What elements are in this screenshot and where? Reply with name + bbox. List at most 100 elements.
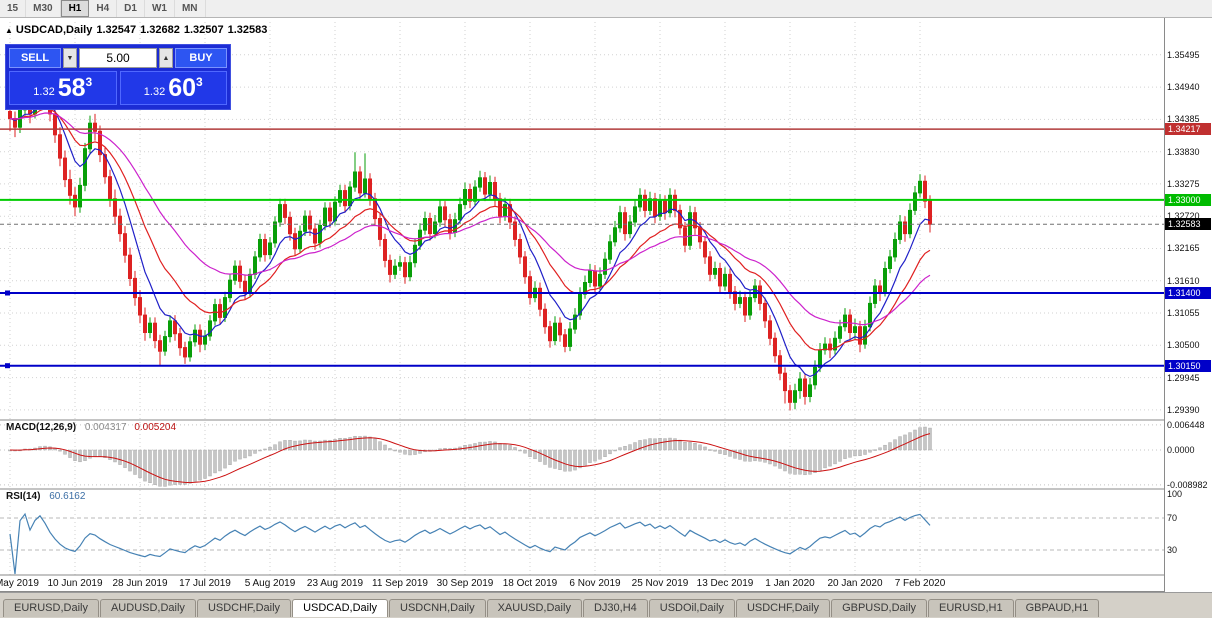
bull-candle: [618, 212, 622, 229]
macd-histogram-bar: [173, 449, 177, 485]
bull-candle: [208, 320, 212, 337]
date-axis-label: 18 Oct 2019: [502, 578, 558, 589]
chart-window[interactable]: ▲ USDCAD,Daily 1.32547 1.32682 1.32507 1.3258…: [0, 18, 1212, 592]
date-axis-label: 11 Sep 2019: [372, 578, 428, 589]
macd-histogram-bar: [333, 439, 337, 451]
bear-candle: [403, 262, 407, 278]
bull-candle: [868, 302, 872, 328]
buy-button[interactable]: BUY: [175, 48, 227, 68]
macd-histogram-bar: [253, 449, 257, 454]
chart-tab-USDCHF-Daily[interactable]: USDCHF,Daily: [196, 599, 292, 617]
chart-tab-EURUSD-H1[interactable]: EURUSD,H1: [928, 599, 1014, 617]
macd-histogram-bar: [708, 449, 712, 451]
chart-tab-DJ30-H4[interactable]: DJ30,H4: [582, 599, 648, 617]
timeframe-button-W1[interactable]: W1: [145, 0, 175, 17]
chart-tab-USDCHF-Daily[interactable]: USDCHF,Daily: [735, 599, 831, 617]
macd-histogram-bar: [808, 449, 812, 475]
bear-candle: [313, 228, 317, 244]
bear-candle: [153, 322, 157, 342]
macd-histogram-bar: [588, 449, 592, 463]
macd-axis-label: 0.0000: [1167, 445, 1195, 455]
bull-candle: [338, 190, 342, 203]
lot-increase-button[interactable]: ▲: [159, 48, 173, 68]
macd-histogram-bar: [638, 440, 642, 451]
macd-histogram-bar: [343, 438, 347, 451]
bull-candle: [488, 182, 492, 195]
ohlc-low: 1.32507: [183, 24, 224, 36]
timeframe-button-M30[interactable]: M30: [26, 0, 61, 17]
chart-tab-EURUSD-Daily[interactable]: EURUSD,Daily: [3, 599, 99, 617]
bear-candle: [538, 287, 542, 310]
bear-candle: [653, 198, 657, 217]
sell-price-display[interactable]: 1.32 58 3: [9, 71, 117, 105]
chart-tab-GBPUSD-Daily[interactable]: GBPUSD,Daily: [831, 599, 928, 617]
bear-candle: [773, 337, 777, 357]
bear-candle: [758, 285, 762, 304]
macd-histogram-bar: [128, 449, 132, 472]
bear-candle: [923, 180, 927, 202]
line-handle[interactable]: [5, 290, 10, 296]
buy-price-pip: 3: [196, 75, 203, 89]
macd-histogram-bar: [538, 449, 542, 462]
macd-histogram-bar: [823, 449, 827, 469]
chart-tab-GBPAUD-H1[interactable]: GBPAUD,H1: [1014, 599, 1100, 617]
timeframe-button-15[interactable]: 15: [0, 0, 27, 17]
bull-candle: [83, 148, 87, 186]
bear-candle: [53, 113, 57, 136]
price-axis[interactable]: [1164, 18, 1212, 592]
buy-price-display[interactable]: 1.32 60 3: [119, 71, 227, 105]
bull-candle: [553, 322, 557, 342]
rsi-axis-label: 70: [1167, 513, 1178, 523]
bull-candle: [348, 186, 352, 207]
bull-candle: [278, 204, 282, 223]
macd-axis-label: -0.008982: [1167, 479, 1208, 490]
macd-histogram-bar: [883, 444, 887, 451]
timeframe-button-D1[interactable]: D1: [117, 0, 145, 17]
macd-histogram-bar: [693, 443, 697, 451]
bull-candle: [633, 206, 637, 223]
bull-candle: [588, 270, 592, 283]
price-line-badge: 1.33000: [1165, 193, 1211, 206]
main-chart[interactable]: [0, 18, 1164, 592]
bear-candle: [783, 372, 787, 392]
bull-candle: [478, 177, 482, 188]
bull-candle: [873, 285, 877, 304]
bear-candle: [8, 111, 12, 119]
bear-candle: [373, 198, 377, 220]
timeframe-button-MN[interactable]: MN: [175, 0, 206, 17]
chart-tab-USDOil-Daily[interactable]: USDOil,Daily: [648, 599, 735, 617]
sell-price-prefix: 1.32: [33, 86, 55, 98]
macd-histogram-bar: [868, 449, 872, 453]
sell-button[interactable]: SELL: [9, 48, 61, 68]
timeframe-button-H4[interactable]: H4: [89, 0, 118, 17]
bear-candle: [733, 291, 737, 304]
bear-candle: [493, 182, 497, 200]
rsi-name: RSI(14): [6, 491, 41, 502]
lot-decrease-button[interactable]: ▼: [63, 48, 77, 68]
chart-tab-USDCNH-Daily[interactable]: USDCNH,Daily: [389, 599, 486, 617]
macd-histogram-bar: [403, 449, 407, 455]
bull-candle: [193, 329, 197, 343]
timeframe-button-H1[interactable]: H1: [60, 0, 90, 17]
macd-histogram-bar: [513, 447, 517, 451]
macd-histogram-bar: [843, 449, 847, 459]
macd-histogram-bar: [738, 449, 742, 460]
macd-histogram-bar: [863, 449, 867, 455]
macd-histogram-bar: [903, 434, 907, 451]
bear-candle: [558, 322, 562, 336]
macd-histogram-bar: [673, 438, 677, 451]
bear-candle: [343, 190, 347, 207]
chart-tab-AUDUSD-Daily[interactable]: AUDUSD,Daily: [99, 599, 196, 617]
macd-main-value: 0.004317: [84, 422, 127, 433]
chart-tab-USDCAD-Daily[interactable]: USDCAD,Daily: [292, 599, 389, 617]
macd-histogram-bar: [853, 449, 857, 457]
line-handle[interactable]: [5, 363, 10, 369]
date-axis-label: 28 Jun 2019: [112, 578, 168, 589]
lot-size-input[interactable]: 5.00: [79, 48, 157, 68]
macd-histogram-bar: [113, 449, 117, 463]
bear-candle: [288, 216, 292, 235]
chart-tab-XAUUSD-Daily[interactable]: XAUUSD,Daily: [486, 599, 582, 617]
macd-histogram-bar: [683, 442, 687, 451]
moving-average-34: [9, 112, 931, 326]
macd-histogram-bar: [148, 449, 152, 484]
